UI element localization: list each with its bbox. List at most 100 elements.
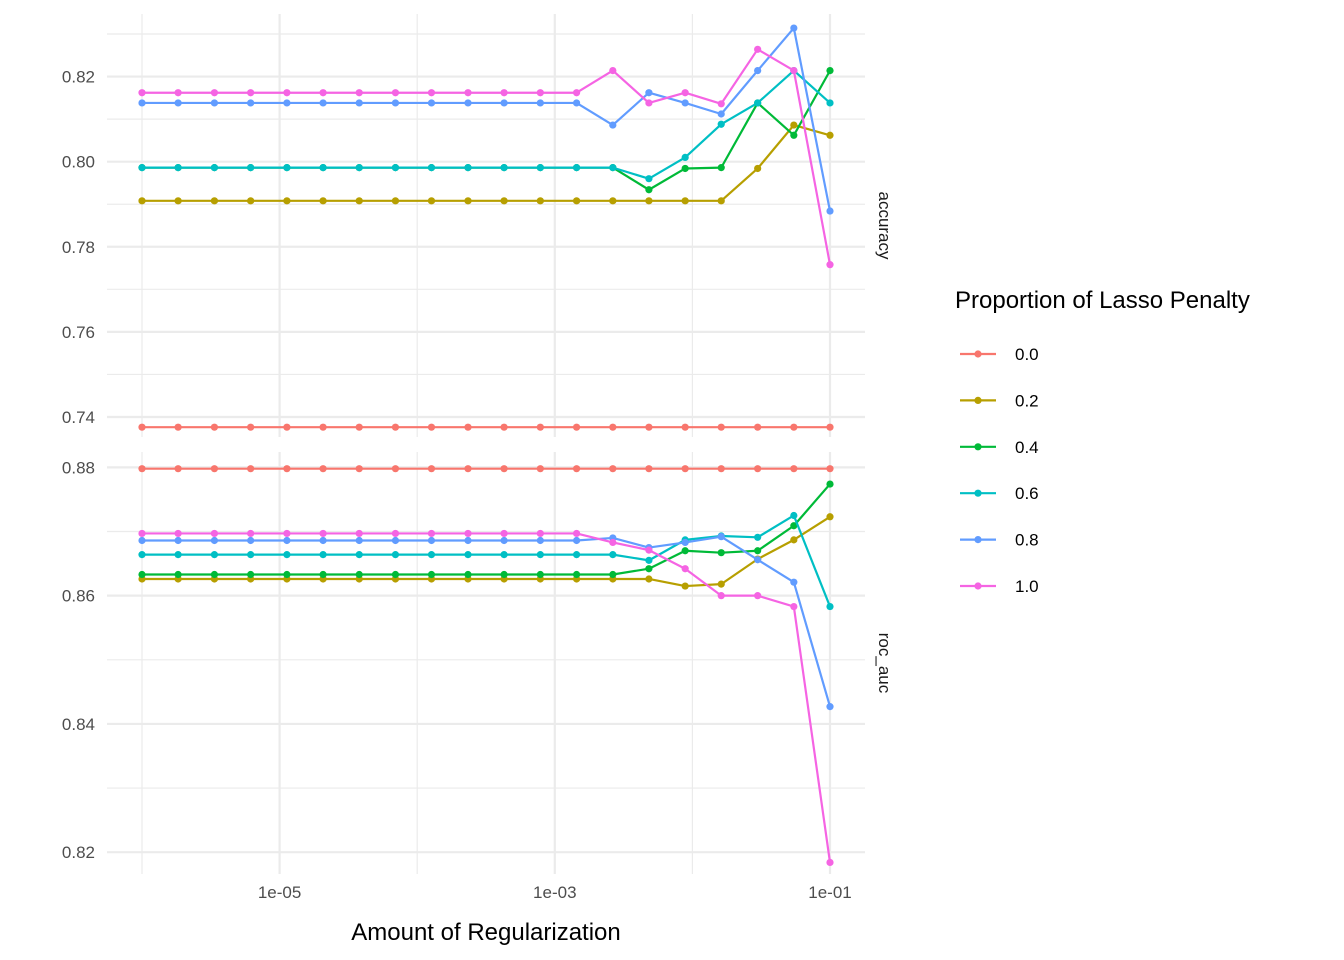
data-point <box>717 197 725 205</box>
data-point <box>138 551 146 559</box>
y-tick-label: 0.78 <box>62 238 95 257</box>
data-point <box>572 570 581 579</box>
data-point <box>247 570 255 579</box>
data-point <box>283 465 291 473</box>
data-point <box>609 197 617 205</box>
data-point <box>681 465 689 473</box>
data-point <box>681 153 689 162</box>
data-point <box>500 99 508 107</box>
data-point <box>826 480 834 488</box>
data-point <box>391 551 400 559</box>
data-point <box>754 556 762 564</box>
series-0.0 <box>138 465 834 473</box>
series-0.2 <box>138 121 834 205</box>
legend-key-point <box>974 350 982 358</box>
data-point <box>319 536 327 545</box>
data-point <box>210 164 219 172</box>
legend-key-point <box>974 396 982 404</box>
data-point <box>247 529 255 538</box>
data-point <box>319 99 327 107</box>
data-point <box>609 570 617 579</box>
data-point <box>572 197 581 205</box>
series-0.8 <box>138 24 834 215</box>
data-point <box>391 164 400 172</box>
data-point <box>210 536 219 545</box>
data-point <box>536 551 544 559</box>
data-point <box>609 121 617 129</box>
data-point <box>826 99 834 107</box>
data-point <box>174 529 182 538</box>
series-line <box>142 69 831 180</box>
data-point <box>790 24 798 32</box>
data-point <box>427 423 436 431</box>
data-point <box>681 164 689 173</box>
data-point <box>138 89 146 97</box>
data-point <box>645 546 653 554</box>
legend-title: Proportion of Lasso Penalty <box>955 287 1250 314</box>
data-point <box>536 536 544 545</box>
legend-label: 0.6 <box>1015 484 1039 503</box>
data-point <box>536 423 544 431</box>
data-point <box>174 551 182 559</box>
data-point <box>283 536 291 545</box>
data-point <box>391 197 400 205</box>
data-point <box>427 529 436 538</box>
data-point <box>717 164 725 172</box>
data-point <box>500 465 508 473</box>
data-point <box>790 423 798 431</box>
data-point <box>681 565 689 573</box>
legend-label: 0.2 <box>1015 391 1039 410</box>
data-point <box>283 89 291 97</box>
legend-item-0.2: 0.2 <box>960 391 1039 410</box>
data-point <box>283 197 291 205</box>
data-point <box>790 121 798 129</box>
data-point <box>283 164 291 172</box>
data-point <box>717 120 725 128</box>
data-point <box>138 536 146 545</box>
series-line <box>142 48 832 265</box>
data-point <box>283 99 291 107</box>
series-line <box>142 483 831 576</box>
data-point <box>790 66 798 75</box>
data-point <box>609 551 617 559</box>
data-point <box>391 570 400 579</box>
series-0.4 <box>138 480 834 579</box>
data-point <box>174 164 182 172</box>
data-point <box>500 89 508 97</box>
data-point <box>645 89 653 97</box>
data-point <box>427 89 436 97</box>
data-point <box>355 423 363 431</box>
data-point <box>319 465 327 473</box>
data-point <box>754 547 762 555</box>
data-point <box>536 99 544 107</box>
data-point <box>645 175 653 183</box>
data-point <box>427 164 436 172</box>
data-point <box>355 465 363 473</box>
legend-key-point <box>974 536 982 544</box>
series-0.4 <box>138 66 834 194</box>
data-point <box>174 197 182 205</box>
facet-panels: 0.74 0.76 0.78 0.80 0.82 accuracy 0.82 0.84 0.86… <box>62 14 894 874</box>
series-line <box>142 123 831 202</box>
data-point <box>790 131 798 139</box>
data-point <box>210 465 219 473</box>
data-point <box>536 197 544 205</box>
data-point <box>464 536 472 545</box>
data-point <box>572 89 581 97</box>
data-point <box>790 522 798 530</box>
data-point <box>536 164 544 172</box>
data-point <box>826 858 834 867</box>
data-point <box>174 89 182 97</box>
legend-item-0.0: 0.0 <box>960 345 1039 364</box>
data-point <box>391 529 400 538</box>
facet-strip-label: accuracy <box>875 191 894 260</box>
data-point <box>247 465 255 473</box>
data-point <box>681 547 689 555</box>
data-point <box>319 423 327 431</box>
data-point <box>319 570 327 579</box>
y-tick-label: 0.76 <box>62 323 95 342</box>
data-point <box>826 131 834 139</box>
data-point <box>464 423 472 431</box>
data-point <box>536 529 544 538</box>
